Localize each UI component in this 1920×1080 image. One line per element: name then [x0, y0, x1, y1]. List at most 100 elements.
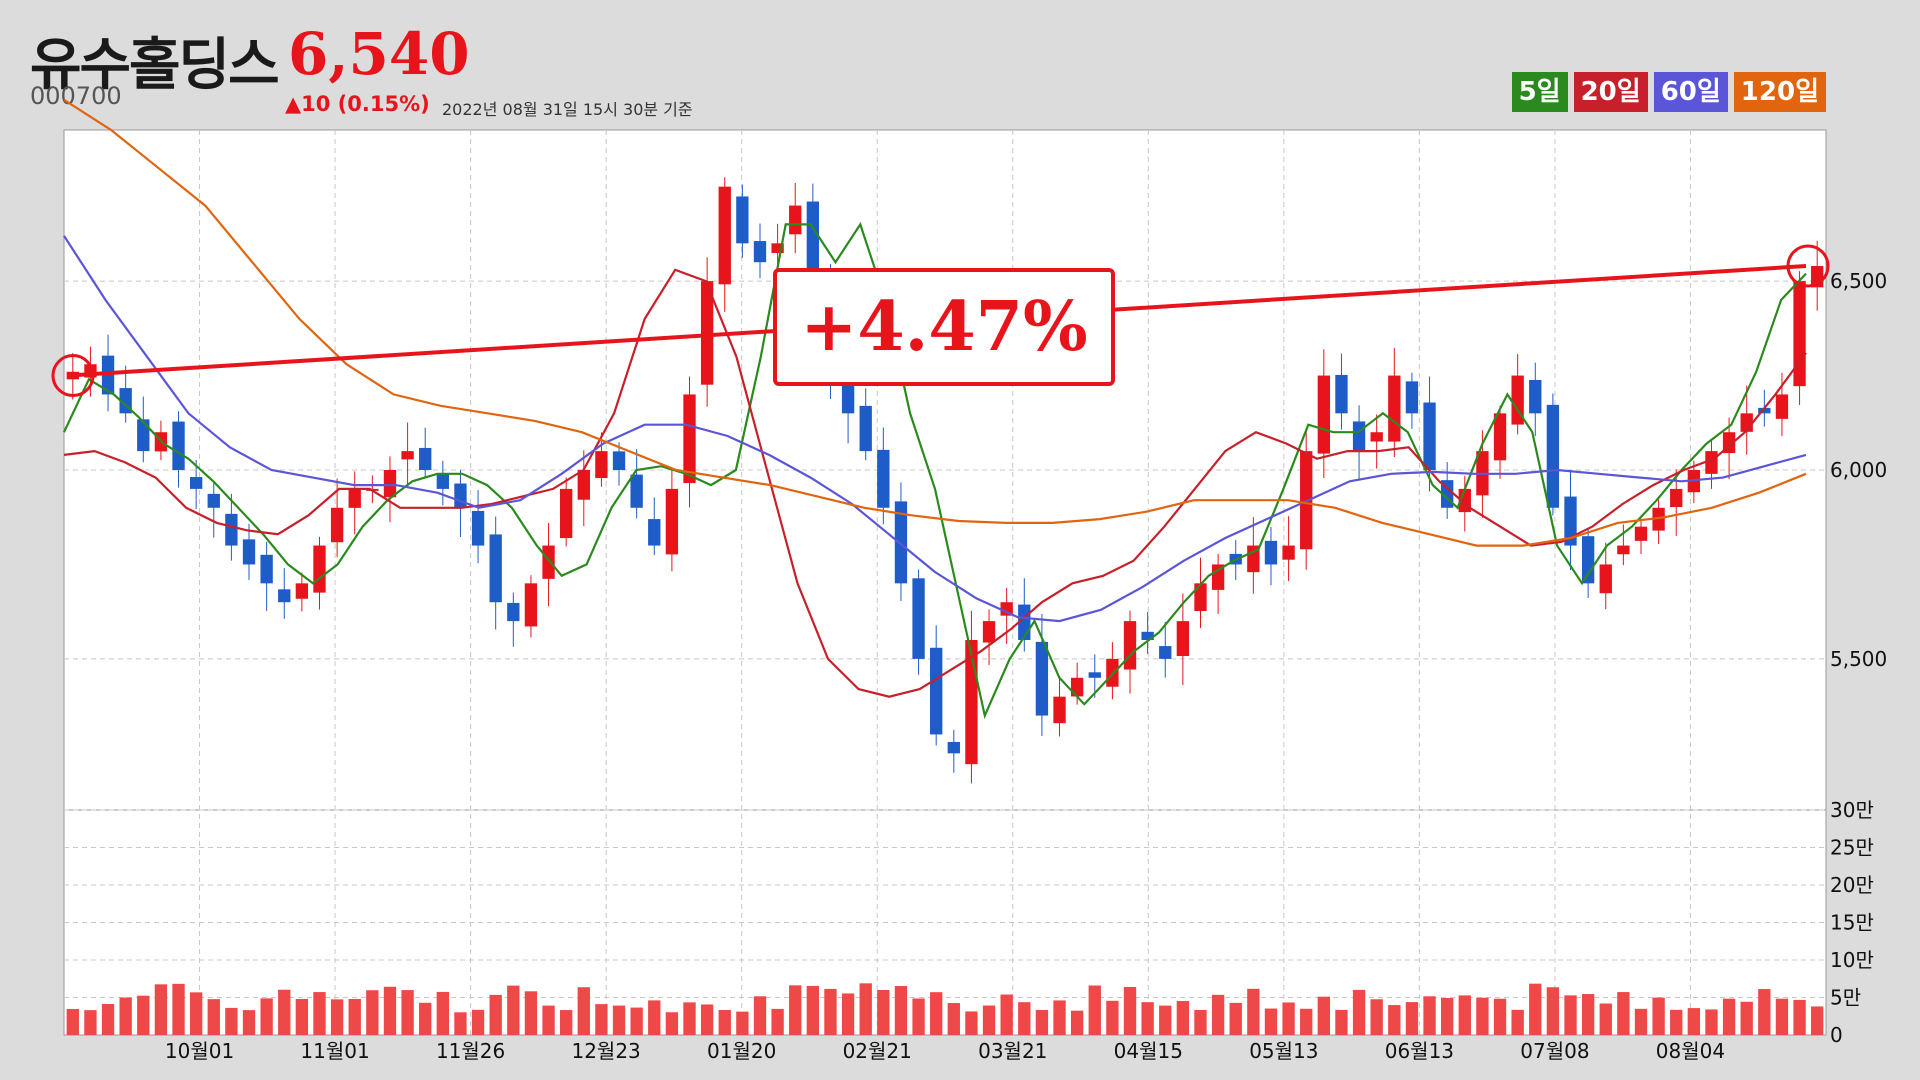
volume-bar: [1758, 989, 1771, 1035]
volume-bar: [366, 990, 379, 1035]
candle-body: [330, 507, 344, 543]
volume-bar: [383, 986, 397, 1035]
candle-body: [1793, 281, 1806, 387]
volume-bar: [1070, 1010, 1084, 1035]
candle-body: [1088, 672, 1101, 678]
volume-bar: [1811, 1006, 1824, 1035]
volume-bar: [841, 993, 855, 1035]
volume-bar: [313, 992, 326, 1035]
volume-bar: [1423, 996, 1436, 1035]
volume-bar: [471, 1009, 485, 1035]
candle-body: [1705, 451, 1718, 474]
volume-bar: [1652, 997, 1665, 1035]
volume-bar: [542, 1005, 555, 1035]
candle-body: [1634, 526, 1648, 541]
candle-body: [1388, 375, 1401, 442]
date-axis: 10월01 11월01 11월26 12월23 01월20 02월21 03월21 04월15…: [165, 1039, 1725, 1063]
volume-tick-label: 10만: [1830, 948, 1874, 972]
volume-bar: [66, 1009, 79, 1035]
price-change: ▲10 (0.15%): [285, 92, 430, 116]
candle-body: [1652, 507, 1665, 531]
candle-body: [313, 545, 326, 593]
volume-tick-label: 25만: [1830, 836, 1874, 860]
date-tick-label: 07월08: [1520, 1039, 1589, 1063]
volume-bar: [1529, 983, 1542, 1035]
volume-bar: [683, 1002, 696, 1035]
current-price: 6,540: [288, 20, 470, 88]
volume-bar: [1546, 987, 1560, 1035]
volume-bar: [753, 996, 767, 1035]
candle-body: [189, 477, 203, 489]
volume-bar: [1634, 1008, 1648, 1035]
volume-bar: [1247, 988, 1260, 1035]
volume-tick-label: 30만: [1830, 798, 1874, 822]
candle-body: [295, 583, 309, 599]
volume-bar: [1211, 994, 1225, 1035]
candle-body: [348, 488, 361, 508]
candle-body: [1529, 379, 1542, 414]
candle-body: [577, 470, 590, 500]
date-tick-label: 01월20: [707, 1039, 776, 1063]
date-tick-label: 08월04: [1656, 1039, 1725, 1063]
volume-bar: [1775, 998, 1789, 1035]
volume-bar: [1388, 1005, 1401, 1035]
date-tick-label: 11월26: [436, 1039, 505, 1063]
candle-body: [771, 243, 784, 254]
candle-body: [401, 451, 414, 460]
volume-bar: [1599, 1003, 1612, 1035]
candle-body: [877, 449, 890, 508]
volume-bar: [1018, 1002, 1031, 1035]
volume-bar: [982, 1005, 996, 1035]
candle-body: [489, 534, 502, 603]
date-tick-label: 04월15: [1114, 1039, 1183, 1063]
volume-bar: [242, 1010, 256, 1035]
volume-bar: [419, 1002, 432, 1035]
volume-bar: [577, 987, 590, 1035]
candle-body: [1564, 496, 1577, 546]
volume-bar: [1300, 1008, 1313, 1035]
volume-bar: [789, 985, 802, 1035]
candle-body: [612, 451, 626, 470]
price-tick-label: 6,500: [1830, 269, 1887, 293]
candle-body: [1282, 545, 1295, 560]
volume-bar: [1000, 994, 1013, 1035]
legend-ma120[interactable]: 120일: [1733, 72, 1826, 112]
volume-bar: [1159, 1005, 1172, 1035]
volume-tick-label: 5만: [1830, 986, 1861, 1010]
ma-line-60일: [63, 235, 1807, 623]
volume-bar: [1617, 992, 1630, 1035]
candle-body: [278, 589, 291, 603]
volume-bar: [154, 984, 168, 1035]
legend-ma60[interactable]: 60일: [1653, 72, 1728, 112]
volume-bar: [348, 998, 361, 1035]
volume-bar: [877, 989, 890, 1035]
volume-bar: [824, 988, 837, 1035]
price-tick-label: 6,000: [1830, 458, 1887, 482]
date-tick-label: 12월23: [571, 1039, 640, 1063]
volume-bar: [1123, 986, 1137, 1035]
volume-bar: [436, 991, 449, 1035]
candle-body: [806, 201, 820, 282]
candle-body: [930, 647, 943, 735]
volume-bar: [1352, 989, 1366, 1035]
volume-bar: [1264, 1008, 1278, 1035]
volume-bar: [1441, 998, 1454, 1035]
volume-bar: [930, 992, 943, 1035]
candle-body: [1317, 375, 1330, 454]
candle-body: [894, 501, 908, 584]
volume-bar: [84, 1010, 97, 1035]
volume-tick-label: 15만: [1830, 911, 1874, 935]
volume-bar: [1317, 996, 1330, 1035]
legend-ma5[interactable]: 5일: [1511, 72, 1568, 112]
ma-line-5일: [63, 221, 1807, 720]
candle-body: [1000, 602, 1013, 616]
candle-body: [912, 578, 925, 659]
volume-bar: [1670, 1009, 1683, 1035]
legend-ma20[interactable]: 20일: [1573, 72, 1648, 112]
candle-body: [753, 241, 767, 263]
candle-body: [1581, 536, 1595, 584]
volume-bar: [1282, 1002, 1295, 1035]
volume-bar: [454, 1012, 467, 1035]
candle-body: [1159, 646, 1172, 659]
